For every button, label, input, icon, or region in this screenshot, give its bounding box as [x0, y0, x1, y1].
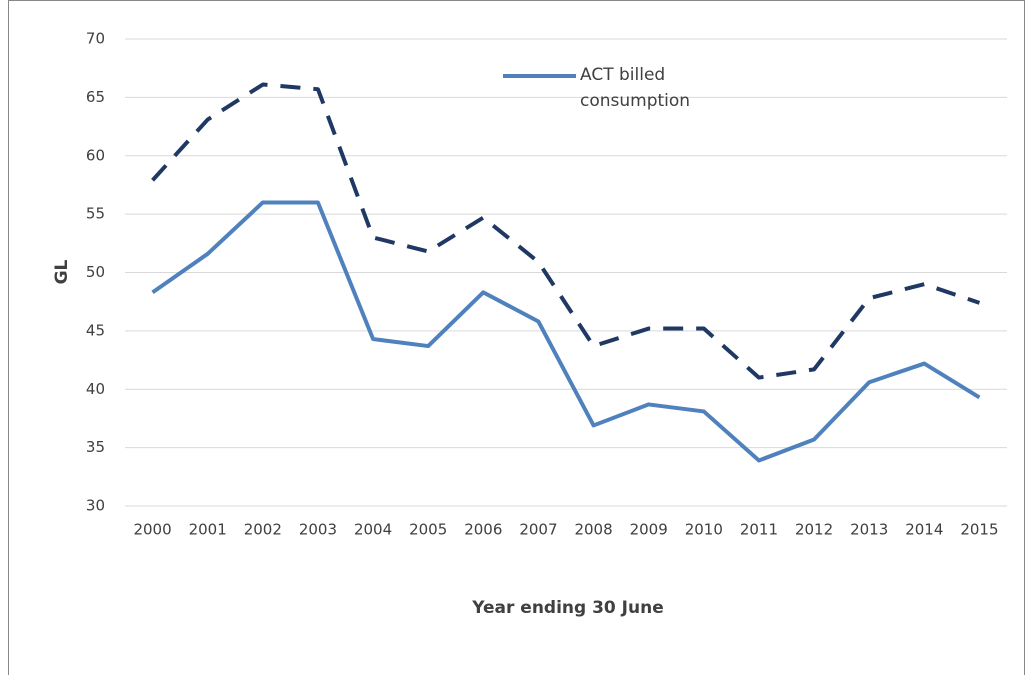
x-tick-label: 2003: [299, 521, 337, 539]
y-tick-label: 55: [86, 205, 105, 223]
x-tick-label: 2010: [685, 521, 723, 539]
y-tick-label: 35: [86, 438, 105, 456]
x-tick-label: 2013: [850, 521, 888, 539]
x-tick-label: 2006: [464, 521, 502, 539]
x-axis-title: Year ending 30 June: [471, 598, 664, 618]
x-tick-label: 2015: [960, 521, 998, 539]
x-tick-label: 2011: [740, 521, 778, 539]
chart-border: [8, 0, 1025, 675]
y-tick-label: 60: [86, 146, 105, 164]
y-tick-label: 50: [86, 263, 105, 281]
x-tick-label: 2007: [519, 521, 557, 539]
x-tick-label: 2002: [244, 521, 282, 539]
x-tick-label: 2000: [133, 521, 171, 539]
y-tick-label: 45: [86, 321, 105, 339]
y-axis-title: GL: [52, 259, 72, 284]
x-tick-label: 2009: [630, 521, 668, 539]
series-line: [151, 200, 981, 463]
y-tick-label: 70: [86, 30, 105, 48]
y-tick-label: 40: [86, 380, 105, 398]
x-tick-label: 2008: [574, 521, 612, 539]
x-tick-label: 2004: [354, 521, 392, 539]
y-tick-label: 65: [86, 88, 105, 106]
x-tick-label: 2014: [905, 521, 943, 539]
x-tick-label: 2001: [189, 521, 227, 539]
x-tick-label: 2012: [795, 521, 833, 539]
legend-label: ACT billed consumption: [580, 65, 691, 111]
x-tick-label: 2005: [409, 521, 447, 539]
y-tick-label: 30: [86, 497, 105, 515]
series-line: [151, 82, 981, 380]
